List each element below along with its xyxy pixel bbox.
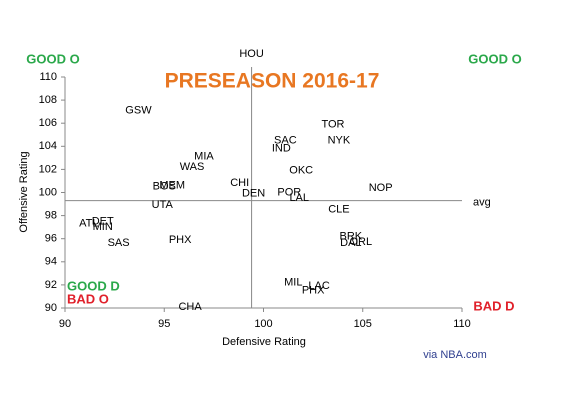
source: via NBA.com	[423, 349, 487, 361]
y-tick-label: 96	[45, 233, 57, 245]
quadrant-label: GOOD O	[468, 51, 521, 66]
team-point: OKC	[289, 164, 313, 176]
y-tick-label: 94	[45, 256, 57, 268]
team-point: DET	[92, 215, 114, 227]
y-tick-label: 92	[45, 279, 57, 291]
team-point: TOR	[321, 118, 344, 130]
y-tick-label: 106	[39, 117, 57, 129]
y-tick-label: 100	[39, 186, 57, 198]
x-tick-label: 110	[453, 318, 471, 330]
x-tick-label: 105	[354, 318, 372, 330]
team-point: CLE	[328, 204, 349, 216]
team-point: POR	[277, 186, 301, 198]
team-point: MIN	[93, 221, 113, 233]
x-tick-label: 95	[158, 318, 170, 330]
team-point: NYK	[328, 134, 351, 146]
avg-label: avg	[473, 196, 491, 208]
quadrant-label: BAD D	[473, 298, 514, 313]
team-point: UTA	[152, 199, 174, 211]
team-point: DEN	[242, 188, 265, 200]
y-tick-label: 98	[45, 210, 57, 222]
y-tick-label: 110	[39, 71, 57, 83]
chart-title: PRESEASON 2016-17	[165, 70, 380, 93]
y-axis-label: Offensive Rating	[18, 151, 30, 232]
team-point: BRK	[340, 230, 363, 242]
team-point: SAS	[108, 237, 130, 249]
team-point: CHA	[178, 301, 202, 313]
team-point: ORL	[349, 236, 372, 248]
team-point: MIA	[194, 151, 214, 163]
x-tick-label: 100	[254, 318, 272, 330]
y-tick-label: 104	[39, 140, 57, 152]
team-point: ATL	[79, 218, 98, 230]
quadrant-label: GOOD O	[26, 51, 79, 66]
quadrant-label: GOOD D	[67, 278, 120, 293]
team-point: MIL	[284, 276, 302, 288]
team-point: SAC	[274, 134, 297, 146]
y-tick-label: 108	[39, 94, 57, 106]
team-point: LAL	[289, 192, 309, 204]
team-point: HOU	[239, 48, 264, 60]
team-point: PHX	[302, 285, 325, 297]
team-point: BOS	[153, 181, 176, 193]
team-point: NOP	[369, 182, 393, 194]
x-axis-label: Defensive Rating	[222, 336, 306, 348]
team-point: IND	[272, 143, 291, 155]
team-point: MEM	[159, 179, 185, 191]
team-point: WAS	[180, 161, 205, 173]
team-point: CHI	[230, 177, 249, 189]
team-point: GSW	[125, 104, 152, 116]
team-point: PHX	[169, 234, 192, 246]
team-point: LAC	[308, 280, 329, 292]
x-tick-label: 90	[59, 318, 71, 330]
y-tick-label: 90	[45, 302, 57, 314]
quadrant-label: BAD O	[67, 291, 109, 306]
team-point: DAL	[340, 237, 361, 249]
y-tick-label: 102	[39, 163, 57, 175]
